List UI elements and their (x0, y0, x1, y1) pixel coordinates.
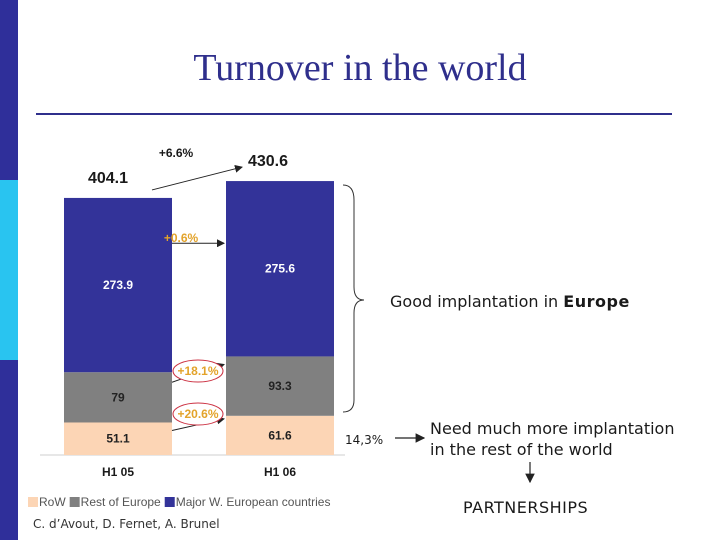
title-underline (36, 113, 672, 115)
bar-row-h1-05 (64, 422, 172, 455)
bar-row-h1-06 (226, 415, 334, 455)
page-title: Turnover in the world (193, 47, 527, 89)
growth-label-major-w-european-countries: +0.6% (164, 231, 199, 245)
total-label-h1-06: 430.6 (248, 153, 288, 170)
bar-major-w-european-countries-h1-06 (226, 181, 334, 357)
data-label-rest-of-europe-h1-05: 79 (111, 390, 125, 404)
sidebar-block-top (0, 0, 18, 180)
bar-rest-of-europe-h1-05 (64, 372, 172, 423)
growth-label-row: +20.6% (177, 407, 218, 421)
legend-label-row: RoW (39, 495, 66, 509)
legend-swatch-row (28, 497, 38, 507)
europe-note-bold: Europe (563, 292, 630, 311)
rest-note-line-2: in the rest of the world (430, 440, 613, 459)
partnerships-note: PARTNERSHIPS (463, 498, 589, 517)
total-label-h1-05: 404.1 (88, 170, 128, 187)
legend-swatch-major-w-european-countries (164, 497, 175, 507)
europe-note: Good implantation in Europe (390, 292, 630, 311)
rest-of-world-note: Need much more implantation in the rest … (430, 418, 674, 460)
growth-bubble-row (172, 402, 224, 426)
growth-label-total: +6.6% (159, 146, 194, 160)
bar-rest-of-europe-h1-06 (226, 356, 334, 416)
category-label-h1-06: H1 06 (264, 465, 296, 479)
europe-note-text: Good implantation in (390, 292, 564, 311)
footer-authors: C. d’Avout, D. Fernet, A. Brunel (33, 517, 220, 531)
growth-label-rest-of-europe: +18.1% (177, 364, 218, 378)
category-label-h1-05: H1 05 (102, 465, 134, 479)
sidebar-block-bottom (0, 360, 18, 540)
rest-note-line-1: Need much more implantation (430, 419, 675, 438)
legend-label-rest-of-europe: Rest of Europe (81, 495, 161, 509)
data-label-row-h1-06: 61.6 (268, 428, 292, 442)
growth-bubble-rest-of-europe (172, 359, 224, 383)
data-label-rest-of-europe-h1-06: 93.3 (268, 379, 292, 393)
data-label-major-w-european-countries-h1-06: 275.6 (265, 262, 295, 276)
rest-percent-note: 14,3% (345, 433, 384, 447)
legend-swatch-rest-of-europe (69, 497, 80, 507)
europe-brace (342, 184, 365, 413)
growth-arrow-total (151, 164, 243, 191)
sidebar-block-middle (0, 180, 18, 360)
legend-label-major-w-european-countries: Major W. European countries (176, 495, 331, 509)
data-label-row-h1-05: 51.1 (106, 432, 130, 446)
data-label-major-w-european-countries-h1-05: 273.9 (103, 278, 133, 292)
bar-major-w-european-countries-h1-05 (64, 197, 172, 373)
sidebar-accent (0, 0, 18, 540)
